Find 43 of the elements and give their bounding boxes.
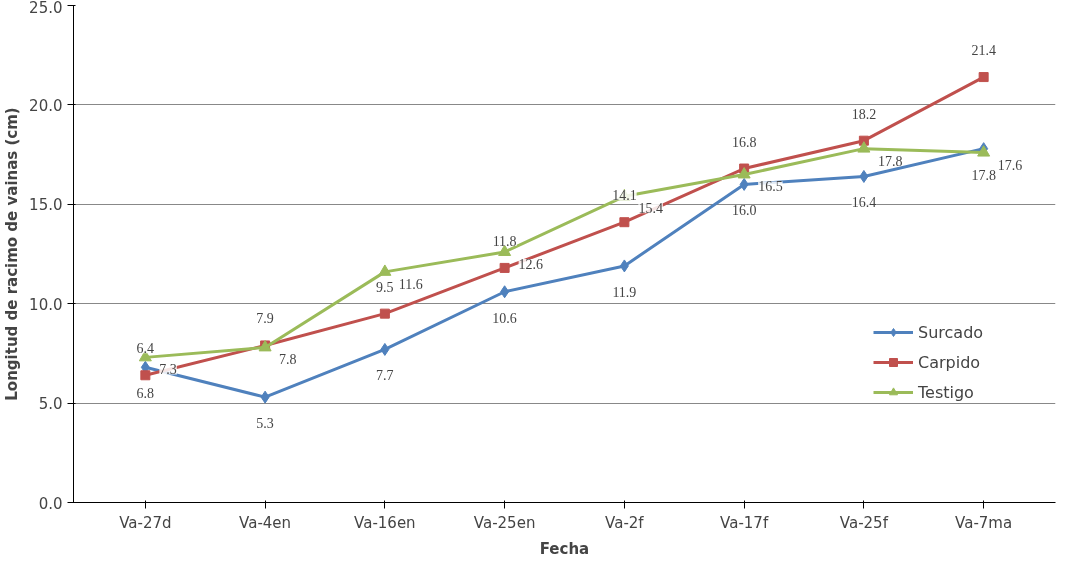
data-label: 17.6 [997, 157, 1023, 173]
data-label: 16.4 [851, 195, 877, 211]
data-label: 12.6 [518, 257, 544, 273]
legend-label: Surcado [918, 322, 984, 342]
x-tick-label: Va-16en [354, 513, 416, 532]
data-label: 5.3 [256, 416, 274, 432]
data-label: 10.6 [492, 310, 517, 326]
y-tick-label: 10.0 [29, 295, 63, 314]
data-label: 7.8 [279, 352, 297, 368]
x-tick-label: Va-2f [605, 513, 645, 532]
x-tick-label: Va-4en [239, 513, 292, 532]
data-label: 16.0 [731, 203, 757, 219]
data-label: 15.4 [638, 201, 663, 217]
x-tick-label: Va-17f [720, 513, 769, 532]
data-label: 7.7 [376, 368, 394, 384]
y-tick-label: 20.0 [29, 96, 63, 115]
data-label: 6.4 [136, 341, 155, 357]
data-label: 7.3 [159, 362, 177, 378]
data-label: 6.8 [136, 386, 155, 402]
x-tick-label: Va-7ma [955, 513, 1013, 532]
data-label: 16.8 [731, 134, 757, 150]
legend-label: Testigo [918, 382, 974, 402]
y-axis-title: Longitud de racimo de vainas (cm) [3, 107, 22, 401]
y-tick-label: 5.0 [38, 395, 63, 414]
data-label: 14.1 [612, 188, 637, 204]
data-label: 11.9 [612, 284, 637, 300]
x-tick-label: Va-25en [473, 513, 536, 532]
x-tick-label: Va-25f [839, 513, 889, 532]
data-label: 17.8 [971, 167, 996, 183]
y-tick-label: 0.0 [38, 494, 63, 513]
data-label: 17.8 [877, 153, 903, 169]
data-label: 18.2 [851, 106, 877, 122]
legend-label: Carpido [918, 352, 981, 372]
y-tick-label: 15.0 [29, 196, 63, 215]
x-tick-label: Va-27d [119, 513, 172, 532]
data-label: 11.6 [398, 276, 423, 292]
y-tick-label: 25.0 [29, 0, 63, 17]
data-label: 16.5 [758, 179, 783, 195]
data-label: 11.8 [492, 233, 517, 249]
data-label: 21.4 [971, 43, 996, 59]
x-axis-title: Fecha [539, 539, 590, 558]
data-label: 9.5 [376, 279, 394, 295]
data-label: 7.9 [256, 311, 274, 327]
